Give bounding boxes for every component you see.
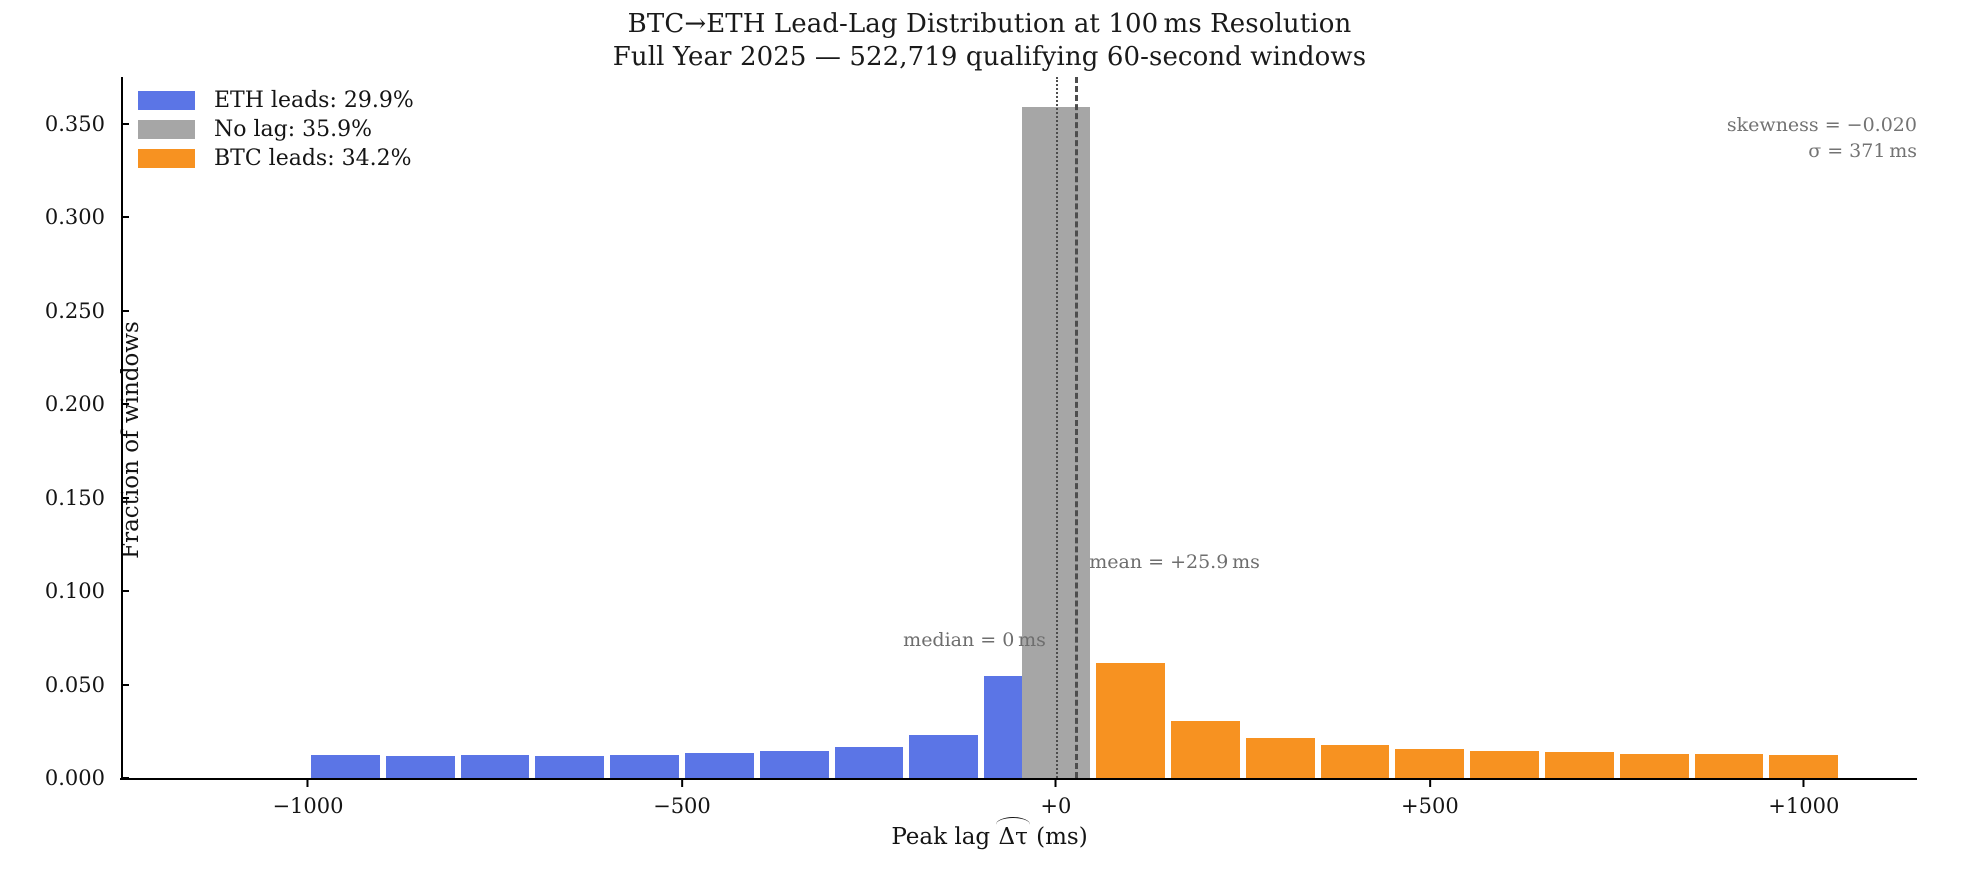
y-axis-tick-label: 0.200	[44, 392, 105, 417]
x-axis-label-symbol: Δτ	[998, 824, 1028, 850]
x-axis-tick-label: +500	[1401, 794, 1459, 818]
x-axis-tick-mark	[1802, 778, 1805, 787]
bar-eth	[759, 750, 829, 778]
median-annotation: median = 0 ms	[903, 629, 1046, 652]
legend-swatch-eth-leads	[138, 90, 195, 110]
bar-eth	[909, 735, 979, 778]
mean-reference-line	[1075, 77, 1079, 778]
y-axis-tick-label: 0.050	[44, 672, 105, 697]
x-axis-tick: −1000	[272, 778, 343, 818]
y-axis-tick: 0.100	[44, 579, 129, 604]
median-reference-line	[1055, 77, 1058, 778]
y-axis-tick: 0.050	[44, 672, 129, 697]
y-axis-tick-label: 0.250	[44, 298, 105, 323]
legend-label-btc-leads: BTC leads: 34.2%	[214, 145, 412, 171]
y-axis-tick-mark	[121, 683, 129, 686]
bar-btc	[1470, 750, 1540, 778]
y-axis-tick-mark	[121, 216, 129, 219]
chart-subtitle: Full Year 2025 — 522,719 qualifying 60-s…	[612, 42, 1367, 73]
y-axis-tick-mark	[121, 309, 129, 312]
x-axis-tick-label: −1000	[272, 794, 344, 818]
legend-label-eth-leads: ETH leads: 29.9%	[214, 87, 414, 113]
x-axis-spine	[120, 778, 1917, 780]
bar-btc	[1171, 721, 1240, 778]
bar-btc	[1096, 663, 1166, 778]
y-axis-tick-mark	[121, 590, 129, 593]
y-axis-tick-label: 0.150	[44, 485, 105, 510]
x-axis-tick: +0	[1040, 778, 1071, 818]
y-axis-tick: 0.000	[44, 766, 129, 790]
y-axis-tick: 0.250	[44, 298, 129, 323]
y-axis-tick-mark	[121, 777, 129, 779]
plot-area: 0.000 0.050 0.100 0.150 0.200 0.250 0.300 0.350…	[45, 77, 1917, 818]
x-axis-tick-mark	[680, 778, 683, 787]
legend-item-eth-leads: ETH leads: 29.9%	[138, 86, 414, 114]
y-axis-tick: 0.300	[44, 205, 129, 230]
x-axis-label: Peak lag Δτ (ms)	[0, 817, 1979, 850]
bar-eth	[834, 747, 904, 778]
y-axis-tick-mark	[121, 403, 129, 406]
bar-eth	[310, 754, 380, 778]
y-axis-tick-label: 0.300	[44, 205, 105, 230]
hat-accent-icon	[996, 817, 1030, 826]
x-axis-tick: +500	[1401, 778, 1459, 818]
bar-btc	[1545, 752, 1614, 778]
x-axis-label-prefix: Peak lag	[891, 824, 998, 850]
bar-btc	[1769, 754, 1839, 778]
chart-legend: ETH leads: 29.9% No lag: 35.9% BTC leads…	[138, 86, 414, 173]
chart-title-block: BTC→ETH Lead-Lag Distribution at 100 ms …	[0, 8, 1979, 75]
x-axis-tick-label: +1000	[1768, 794, 1840, 818]
legend-label-no-lag: No lag: 35.9%	[214, 116, 373, 142]
bar-eth	[385, 755, 455, 778]
x-axis-label-symbol-group: Δτ	[996, 817, 1030, 850]
y-axis-tick: 0.150	[44, 485, 129, 510]
y-axis-tick: 0.200	[44, 392, 129, 417]
chart-title: BTC→ETH Lead-Lag Distribution at 100 ms …	[627, 9, 1352, 39]
legend-item-no-lag: No lag: 35.9%	[138, 115, 414, 143]
bar-eth	[610, 754, 679, 778]
x-axis-tick-mark	[1054, 778, 1057, 787]
y-axis-tick-mark	[121, 122, 129, 125]
y-axis-spine	[121, 77, 123, 778]
bar-btc	[1320, 745, 1390, 778]
x-axis-tick-label: −500	[653, 794, 711, 818]
x-axis-tick-mark	[1428, 778, 1431, 787]
y-axis-tick-label: 0.000	[44, 766, 105, 790]
x-axis-tick-mark	[306, 778, 309, 787]
stats-annotation: skewness = −0.020 σ = 371 ms	[1727, 113, 1917, 164]
bar-btc	[1619, 753, 1689, 778]
y-axis-tick-label: 0.100	[44, 579, 105, 604]
legend-swatch-no-lag	[138, 119, 195, 139]
x-axis-label-suffix: (ms)	[1028, 824, 1088, 850]
skewness-text: skewness = −0.020	[1726, 114, 1917, 136]
bar-eth	[684, 753, 754, 778]
y-axis-tick-label: 0.350	[44, 111, 105, 136]
x-axis-tick-label: +0	[1040, 794, 1072, 818]
legend-swatch-btc-leads	[138, 148, 195, 168]
bar-eth	[460, 754, 530, 778]
bar-btc	[1694, 754, 1764, 778]
sigma-text: σ = 371 ms	[1808, 139, 1917, 162]
bar-btc	[1395, 749, 1465, 778]
x-axis-tick: +1000	[1768, 778, 1839, 818]
legend-item-btc-leads: BTC leads: 34.2%	[138, 144, 414, 172]
bar-eth	[535, 755, 605, 778]
y-axis-tick: 0.350	[44, 111, 129, 136]
x-axis-tick: −500	[653, 778, 711, 818]
bar-btc	[1245, 737, 1315, 778]
mean-annotation: mean = +25.9 ms	[1089, 550, 1260, 573]
y-axis-tick-mark	[121, 496, 129, 499]
